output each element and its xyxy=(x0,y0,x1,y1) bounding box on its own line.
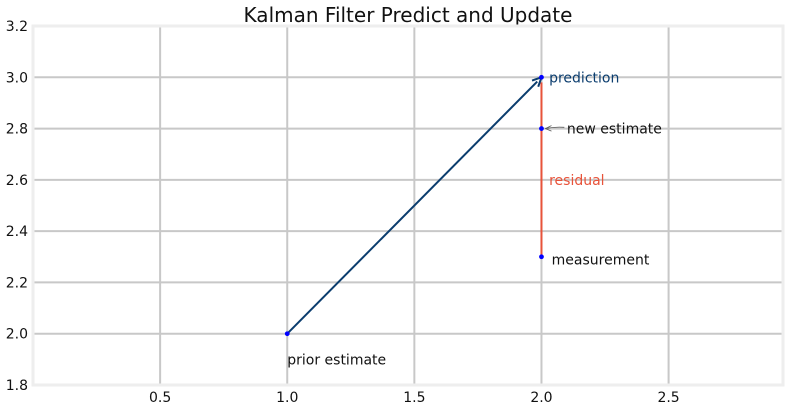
point-prediction xyxy=(539,74,544,80)
x-tick-label: 2.0 xyxy=(530,390,552,406)
y-tick-label: 2.0 xyxy=(6,327,28,343)
annotation-prior-estimate: prior estimate xyxy=(287,352,386,368)
x-tick-label: 1.5 xyxy=(403,390,425,406)
y-tick-label: 2.6 xyxy=(6,173,28,189)
y-tick-label: 3.0 xyxy=(6,70,28,86)
annotation-prediction: prediction xyxy=(549,70,619,86)
annotation-measurement: measurement xyxy=(552,252,650,268)
new-estimate-pointer-head xyxy=(544,125,552,132)
y-tick-label: 3.2 xyxy=(6,19,28,35)
x-tick-label: 0.5 xyxy=(149,390,171,406)
point-measurement xyxy=(539,254,544,260)
x-tick-label: 1.0 xyxy=(276,390,298,406)
chart-title: Kalman Filter Predict and Update xyxy=(244,3,573,27)
grid xyxy=(33,26,783,385)
new-estimate-pointer xyxy=(545,126,565,129)
y-tick-label: 2.8 xyxy=(6,122,28,138)
y-tick-label: 2.2 xyxy=(6,275,28,291)
prediction-arrow-shaft xyxy=(286,80,538,335)
plot-frame xyxy=(31,24,785,387)
y-tick-label: 1.8 xyxy=(6,378,28,394)
y-axis-ticks: 1.8 2.0 2.2 2.4 2.6 2.8 3.0 3.2 xyxy=(6,19,28,394)
y-tick-label: 2.4 xyxy=(6,224,28,240)
x-axis-ticks: 0.5 1.0 1.5 2.0 2.5 xyxy=(149,390,680,406)
annotation-new-estimate: new estimate xyxy=(567,122,662,138)
annotation-residual: residual xyxy=(549,173,604,189)
chart-marks xyxy=(284,74,565,337)
point-new-estimate xyxy=(539,126,544,131)
point-prior-estimate xyxy=(284,331,290,337)
x-tick-label: 2.5 xyxy=(657,390,679,406)
chart-annotations: prediction new estimate residual measuremen… xyxy=(287,70,662,368)
